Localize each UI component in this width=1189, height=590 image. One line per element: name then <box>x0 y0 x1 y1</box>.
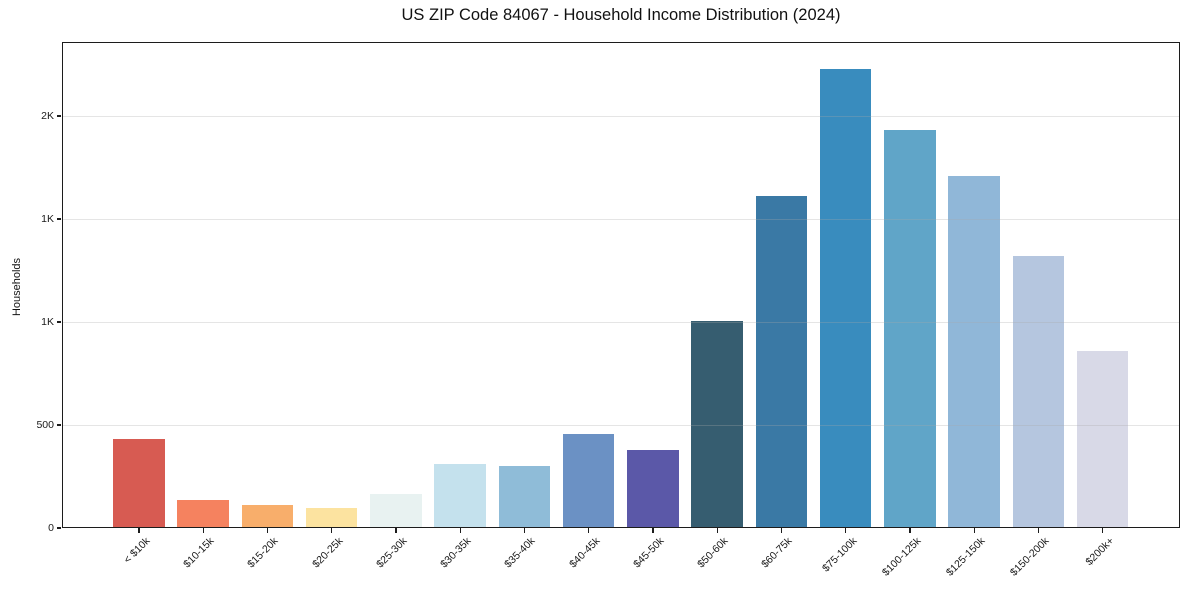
bar <box>627 449 679 528</box>
y-tick-mark <box>57 424 61 426</box>
y-tick-mark <box>57 218 61 220</box>
x-tick-mark <box>780 528 783 533</box>
x-tick-label: $100-125k <box>879 535 924 579</box>
x-tick-label: $150-200k <box>1008 535 1052 579</box>
bar <box>498 466 551 528</box>
y-tick-label: 1K <box>41 316 54 329</box>
x-tick-label: $75-100k <box>819 535 860 575</box>
x-tick-mark <box>909 528 911 533</box>
x-tick-mark <box>716 528 718 533</box>
y-tick-label: 500 <box>36 419 54 432</box>
x-tick-label: $45-50k <box>631 535 667 571</box>
bar <box>1076 351 1129 528</box>
x-tick-mark <box>266 528 269 533</box>
y-tick-mark <box>57 527 61 529</box>
x-tick-label: $10-15k <box>181 535 217 571</box>
y-gridline <box>62 115 1180 117</box>
y-axis-label: Households <box>11 257 23 317</box>
bar <box>819 68 872 528</box>
y-tick-mark <box>57 115 61 117</box>
y-gridline <box>62 218 1180 220</box>
x-tick-mark <box>523 528 526 533</box>
x-tick-mark <box>202 528 204 533</box>
bar <box>177 499 229 528</box>
x-tick-mark <box>973 528 975 533</box>
bar <box>691 321 743 528</box>
x-tick-label: $125-150k <box>944 535 988 579</box>
y-tick-label: 2K <box>41 110 54 123</box>
bar <box>948 175 1000 528</box>
x-tick-label: $50-60k <box>695 535 731 571</box>
x-tick-label: $15-20k <box>245 535 281 571</box>
bar <box>1012 255 1065 528</box>
x-tick-mark <box>845 528 847 533</box>
bar <box>113 439 165 528</box>
x-tick-mark <box>395 528 397 533</box>
x-tick-label: $35-40k <box>502 535 538 571</box>
bar <box>884 129 936 528</box>
y-tick-label: 1K <box>41 213 54 226</box>
x-tick-mark <box>1037 528 1040 533</box>
x-tick-label: $60-75k <box>759 535 795 571</box>
x-tick-mark <box>331 528 333 533</box>
x-tick-mark <box>652 528 654 533</box>
bar <box>434 463 486 528</box>
x-tick-label: < $10k <box>121 535 153 566</box>
bar <box>370 494 422 528</box>
x-tick-label: $40-45k <box>566 535 603 571</box>
x-tick-label: $200k+ <box>1083 535 1117 569</box>
y-gridline <box>62 321 1180 323</box>
x-tick-label: $25-30k <box>374 535 410 571</box>
bar <box>562 434 615 528</box>
y-tick-mark <box>57 321 61 323</box>
y-tick-label: 0 <box>48 522 54 534</box>
x-tick-mark <box>588 528 590 533</box>
x-tick-mark <box>1102 528 1104 533</box>
y-gridline <box>62 424 1180 426</box>
bar <box>755 196 808 528</box>
x-tick-label: $30-35k <box>438 535 474 571</box>
x-tick-mark <box>459 528 461 533</box>
bar <box>241 505 294 528</box>
x-tick-mark <box>138 528 140 533</box>
plot-area: 0 500 1K 1K 2K < $10k $10-15k $15-20k $20-25k $25… <box>36 42 1180 579</box>
bar <box>305 508 358 528</box>
chart-title: US ZIP Code 84067 - Household Income Dis… <box>401 6 841 24</box>
x-tick-label: $20-25k <box>309 535 346 571</box>
